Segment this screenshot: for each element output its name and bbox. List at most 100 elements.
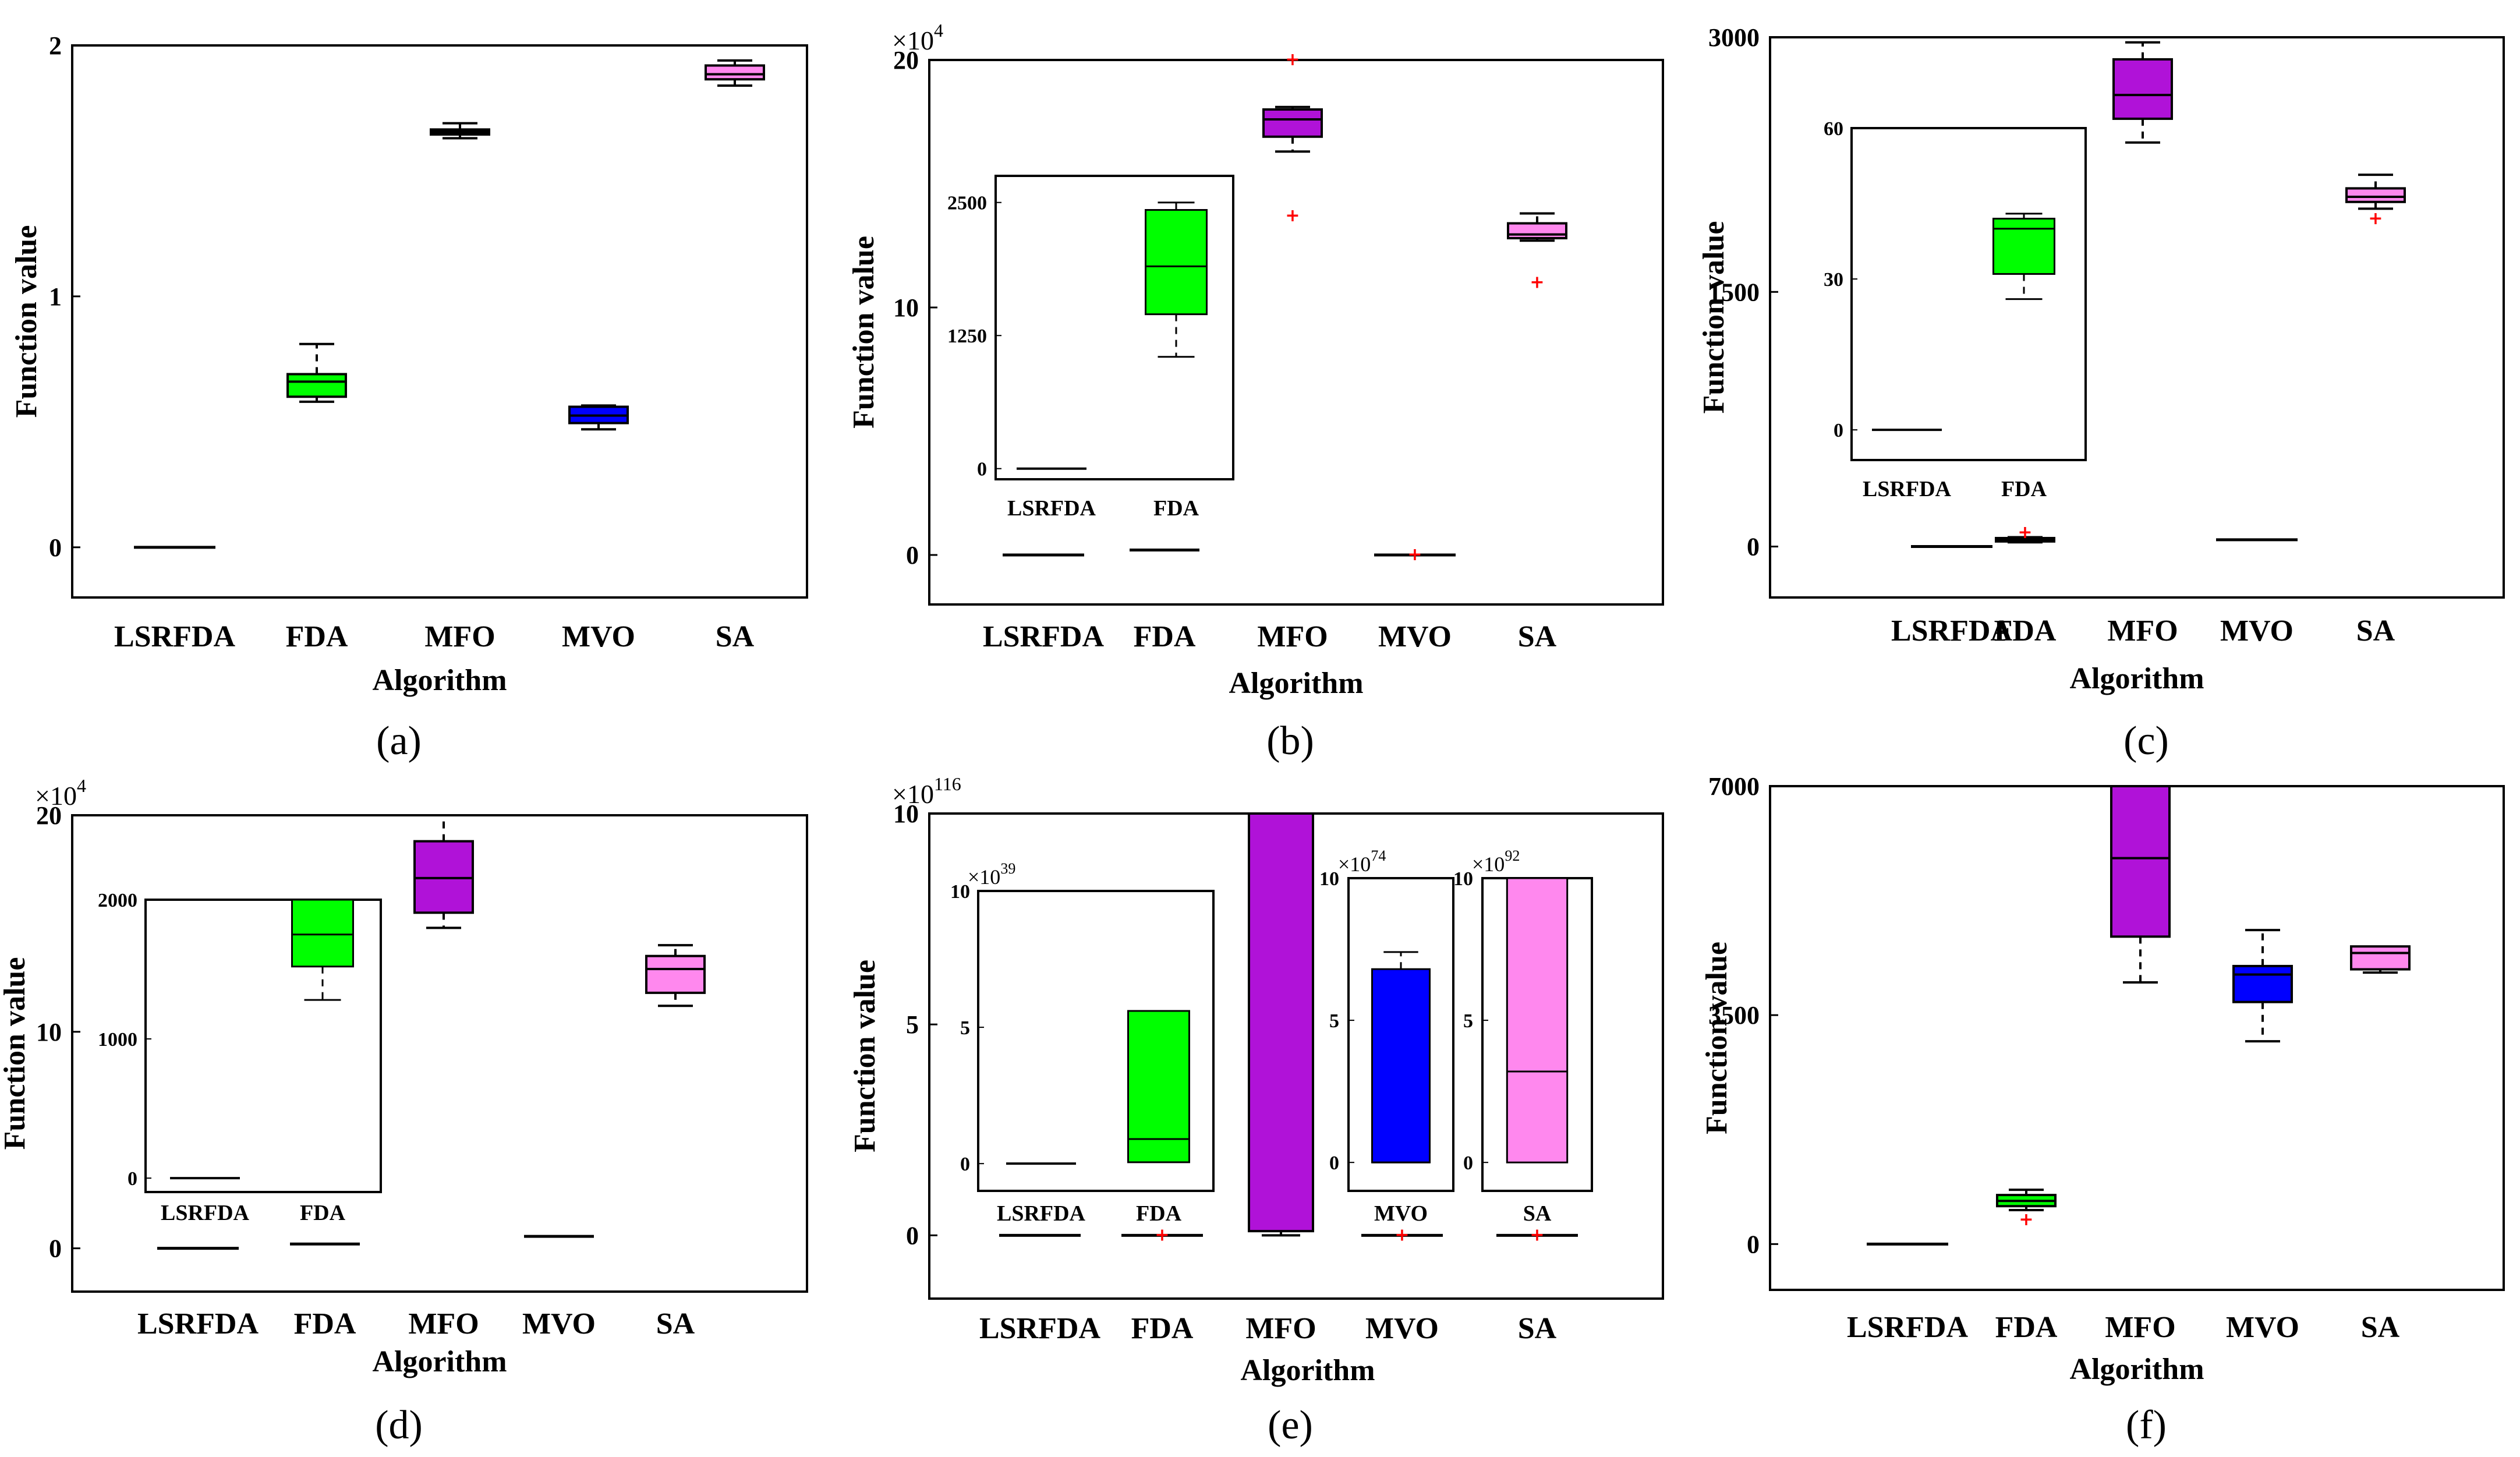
box-sa-outlier-0: + <box>2368 208 2383 229</box>
box-fda-outlier-0: + <box>2018 522 2032 543</box>
x-category-label: LSRFDA <box>114 620 235 653</box>
x-axis-title: Algorithm <box>372 1345 507 1378</box>
y-tick-label: 10 <box>893 800 919 828</box>
y-tick-label: 3000 <box>1708 23 1760 52</box>
x-axis-title: Algorithm <box>1240 1354 1375 1387</box>
box-sa-outlier-0: + <box>1530 273 1544 293</box>
box-fda-outlier-0: + <box>1155 1225 1169 1245</box>
inset-category-label: LSRFDA <box>997 1201 1086 1226</box>
inset-scale-multiplier: ×1092 <box>1472 847 1520 876</box>
inset-y-tick-label: 0 <box>128 1168 137 1190</box>
x-category-label: SA <box>1518 1312 1557 1345</box>
inset-panel-d: 0 1000 2000 LSRFDA FDA <box>98 890 382 1225</box>
inset-y-tick-label: 1000 <box>98 1029 137 1051</box>
inset-y-tick-label: 2500 <box>947 193 987 214</box>
inset-category-label: LSRFDA <box>1007 496 1096 521</box>
inset-y-tick-label: 1250 <box>947 326 987 347</box>
y-tick-label: 3500 <box>1708 1001 1760 1030</box>
inset-box-fda-box <box>1992 217 2055 275</box>
box-sa-outlier-0: + <box>1530 1225 1544 1245</box>
inset-category-label: MVO <box>1374 1201 1428 1226</box>
inset-panel-e: 0 5 10×1074 MVO <box>1319 847 1454 1226</box>
inset-category-label: FDA <box>1153 496 1199 521</box>
panel-a: 0 1 2 LSRFDA FDA MFO MVO SA Algorithm Function va… <box>10 31 808 763</box>
x-category-label: SA <box>2361 1311 2400 1344</box>
box-mvo-box <box>2232 964 2293 1003</box>
x-category-label: SA <box>656 1307 695 1341</box>
box-sa-box <box>705 64 765 81</box>
inset-category-label: FDA <box>2001 477 2047 501</box>
x-category-label: LSRFDA <box>983 620 1104 653</box>
x-category-label: SA <box>1518 620 1557 653</box>
inset-scale-multiplier: ×1074 <box>1338 847 1386 876</box>
inset-category-label: SA <box>1523 1201 1552 1226</box>
inset-panel-c: 0 30 60 LSRFDA FDA <box>1824 118 2087 501</box>
inset-category-label: FDA <box>300 1201 346 1225</box>
inset-box-fda-box <box>1127 1010 1190 1164</box>
x-category-label: MVO <box>1365 1312 1439 1345</box>
x-category-label: MFO <box>1245 1312 1316 1345</box>
inset-category-label: LSRFDA <box>1863 477 1952 501</box>
plot-frame <box>71 44 808 599</box>
box-mfo-box <box>1248 812 1314 1233</box>
x-category-label: LSRFDA <box>979 1312 1100 1345</box>
multiplier-exponent: 92 <box>1505 847 1520 864</box>
x-category-label: LSRFDA <box>137 1307 259 1341</box>
box-mfo-box <box>1262 108 1323 138</box>
box-mvo-outlier-0: + <box>1407 544 1422 565</box>
y-tick-label: 20 <box>36 801 62 830</box>
inset-y-tick-label: 5 <box>1329 1010 1339 1032</box>
inset-y-tick-label: 60 <box>1824 118 1843 140</box>
y-tick-label: 5 <box>906 1010 919 1039</box>
multiplier-base: ×10 <box>1338 853 1371 876</box>
inset-y-tick-label: 0 <box>1834 420 1843 441</box>
y-tick-label: 7000 <box>1708 772 1760 801</box>
inset-category-label: FDA <box>1136 1201 1182 1226</box>
panel-caption: (e) <box>1268 1403 1313 1448</box>
inset-y-tick-label: 0 <box>1463 1152 1473 1174</box>
y-tick-label: 0 <box>1747 533 1760 561</box>
box-mvo-outlier-0: + <box>1395 1225 1409 1245</box>
x-category-label: SA <box>716 620 755 653</box>
multiplier-base: ×10 <box>892 26 934 55</box>
inset-y-tick-label: 0 <box>1329 1152 1339 1174</box>
y-tick-label: 10 <box>36 1018 62 1046</box>
inset-panel-e: 0 5 10×1092 SA <box>1453 847 1593 1226</box>
y-axis-title: Function value <box>1700 942 1733 1134</box>
box-sa-box <box>2350 945 2411 971</box>
inset-y-tick-label: 30 <box>1824 269 1843 291</box>
x-category-label: FDA <box>286 620 348 653</box>
multiplier-base: ×10 <box>35 781 77 811</box>
panel-caption: (c) <box>2123 719 2169 763</box>
y-tick-label: 20 <box>893 46 919 75</box>
x-axis-title: Algorithm <box>2069 662 2204 695</box>
y-scale-multiplier: ×104 <box>892 20 943 55</box>
y-axis-title: Function value <box>10 225 43 418</box>
box-mfo-outlier-0: + <box>1285 49 1300 70</box>
inset-y-tick-label: 10 <box>1453 868 1473 890</box>
panel-caption: (f) <box>2126 1403 2167 1448</box>
x-category-label: FDA <box>1131 1312 1194 1345</box>
y-axis-title: Function value <box>848 960 882 1152</box>
inset-y-tick-label: 5 <box>1463 1010 1473 1032</box>
box-sa-box <box>2345 187 2406 203</box>
panel-caption: (b) <box>1266 719 1314 763</box>
y-tick-label: 0 <box>906 1221 919 1250</box>
panel-b: 0 10 20×104 LSRFDA FDA + + MFO + MVO + SA Algorithm F… <box>847 20 1664 763</box>
x-category-label: FDA <box>1994 614 2057 648</box>
y-tick-label: 1 <box>49 282 62 311</box>
y-axis-title: Function value <box>0 957 31 1150</box>
inset-y-tick-label: 0 <box>960 1154 970 1175</box>
box-mfo-outlier-1: + <box>1285 206 1300 226</box>
multiplier-exponent: 116 <box>934 773 961 794</box>
x-category-label: MVO <box>2220 614 2294 648</box>
inset-y-tick-label: 0 <box>977 459 987 480</box>
inset-y-tick-label: 10 <box>950 881 970 903</box>
y-tick-label: 2 <box>49 31 62 60</box>
y-tick-label: 0 <box>49 533 62 562</box>
x-category-label: MFO <box>1257 620 1328 653</box>
inset-panel-b: 0 1250 2500 LSRFDA FDA <box>947 175 1234 521</box>
box-mfo-box <box>2112 58 2173 120</box>
inset-frame <box>1850 127 2087 461</box>
